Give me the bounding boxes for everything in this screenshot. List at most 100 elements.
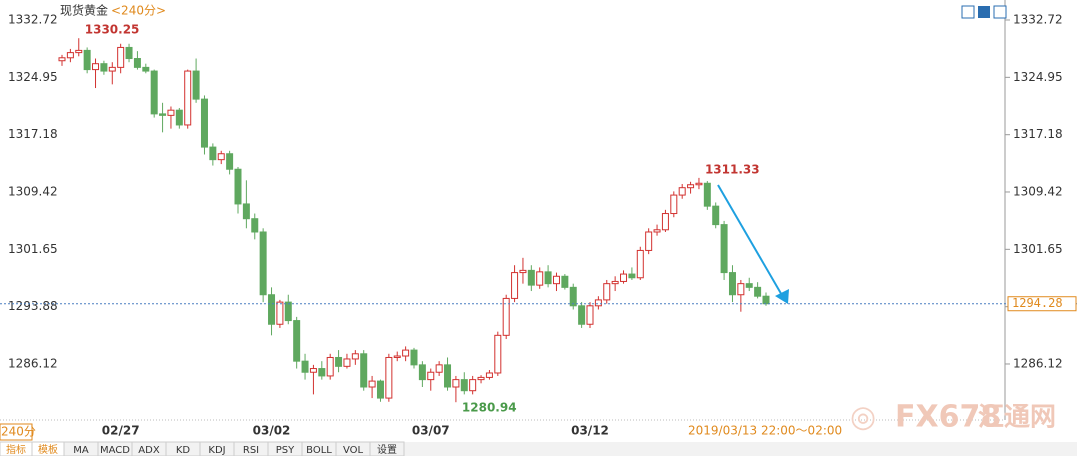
candle-body (343, 358, 351, 367)
candle-body (335, 356, 343, 367)
time-range: 2019/03/13 22:00～02:00 (688, 424, 842, 438)
candle-body (309, 368, 317, 373)
tab-label: 指标 (6, 443, 26, 456)
candle-body (200, 98, 208, 148)
candle-body (653, 229, 661, 233)
candle-body (58, 57, 66, 62)
period: <240分> (111, 4, 166, 18)
y2-tick-label: 1317.18 (1013, 127, 1063, 141)
candle-body (603, 283, 611, 301)
candle-body (242, 203, 250, 220)
candle-body (376, 380, 384, 399)
candle-body (150, 70, 158, 115)
candle-body (159, 113, 167, 116)
candle-body (75, 49, 83, 54)
candle-body (670, 194, 678, 215)
candle-body (117, 46, 125, 68)
tab-label: KD (176, 445, 191, 456)
y-tick-label: 1332.72 (8, 12, 58, 26)
candle-body (142, 66, 150, 72)
candle-body (636, 249, 644, 279)
candle-body (594, 299, 602, 307)
tool-icon[interactable] (993, 5, 1007, 19)
candle-body (226, 153, 234, 170)
x-tick-label: 03/12 (571, 424, 609, 438)
candle-body (410, 349, 418, 366)
candle-body (125, 46, 133, 60)
y-tick-label: 1324.95 (8, 70, 58, 84)
candle-body (368, 380, 376, 388)
y2-tick-label: 1301.65 (1013, 242, 1063, 256)
y2-tick-label: 1286.12 (1013, 356, 1063, 370)
candle-body (728, 272, 736, 296)
candle-body (519, 269, 527, 274)
candle-body (318, 368, 326, 377)
candle-body (393, 355, 401, 358)
y2-tick-label: 1324.95 (1013, 70, 1063, 84)
tab-label: 设置 (377, 444, 397, 456)
candle-body (301, 360, 309, 373)
candle-body (745, 283, 753, 288)
y2-tick-label: 1332.72 (1013, 12, 1063, 26)
candle-body (611, 280, 619, 285)
candle-body (234, 168, 242, 205)
candle-body (192, 70, 200, 100)
candle-body (661, 213, 669, 231)
candle-body (402, 349, 410, 357)
tool-icon[interactable] (978, 6, 990, 18)
tab-label: VOL (343, 445, 364, 456)
candle-body (444, 364, 452, 388)
candle-body (485, 372, 493, 378)
y2-tick-label: 1309.42 (1013, 184, 1063, 198)
candle-body (385, 356, 393, 399)
candle-body (586, 305, 594, 325)
candle-body (494, 334, 502, 374)
candle-body (477, 376, 485, 381)
candle-body (175, 109, 183, 126)
y-tick-label: 1301.65 (8, 242, 58, 256)
candle-body (469, 379, 477, 392)
candle-body (502, 297, 510, 336)
candle-body (703, 182, 711, 207)
candle-body (108, 66, 116, 72)
candle-body (737, 283, 745, 296)
y-tick-label: 1286.12 (8, 356, 58, 370)
chart-title: 现货黄金 (60, 3, 108, 18)
watermark-logo: ◎ (850, 400, 876, 435)
candle-body (678, 187, 686, 196)
candle-body (326, 356, 334, 377)
candle-body (578, 305, 586, 325)
tab-label: ADX (138, 445, 160, 456)
x-tick-label: 03/02 (253, 424, 291, 438)
candle-body (645, 231, 653, 251)
candle-body (561, 275, 569, 288)
period-box[interactable] (0, 423, 33, 441)
candle-body (259, 231, 267, 296)
candle-body (209, 146, 217, 161)
candle-body (720, 224, 728, 274)
candle-body (418, 364, 426, 381)
watermark: FX678 (895, 400, 1001, 435)
tool-icon[interactable] (961, 5, 975, 19)
candle-body (460, 379, 468, 392)
candle-body (284, 301, 292, 322)
candle-body (754, 286, 762, 297)
y-tick-label: 1309.42 (8, 184, 58, 198)
candle-body (293, 320, 301, 362)
candle-body (687, 184, 695, 189)
x-tick-label: 03/07 (412, 424, 450, 438)
candle-body (251, 218, 259, 233)
tab-label: MACD (100, 445, 130, 456)
tab-label: 模板 (38, 443, 58, 456)
candle-body (167, 109, 175, 116)
annotation: 1280.94 (462, 401, 517, 415)
candle-body (511, 272, 519, 299)
candle-body (427, 371, 435, 381)
toolbar (961, 5, 1007, 19)
tab-label: MA (73, 445, 89, 456)
candle-body (712, 205, 720, 226)
candle-body (569, 286, 577, 307)
watermark: 汇通网 (978, 403, 1056, 433)
period-short: 240分 (1, 425, 36, 439)
